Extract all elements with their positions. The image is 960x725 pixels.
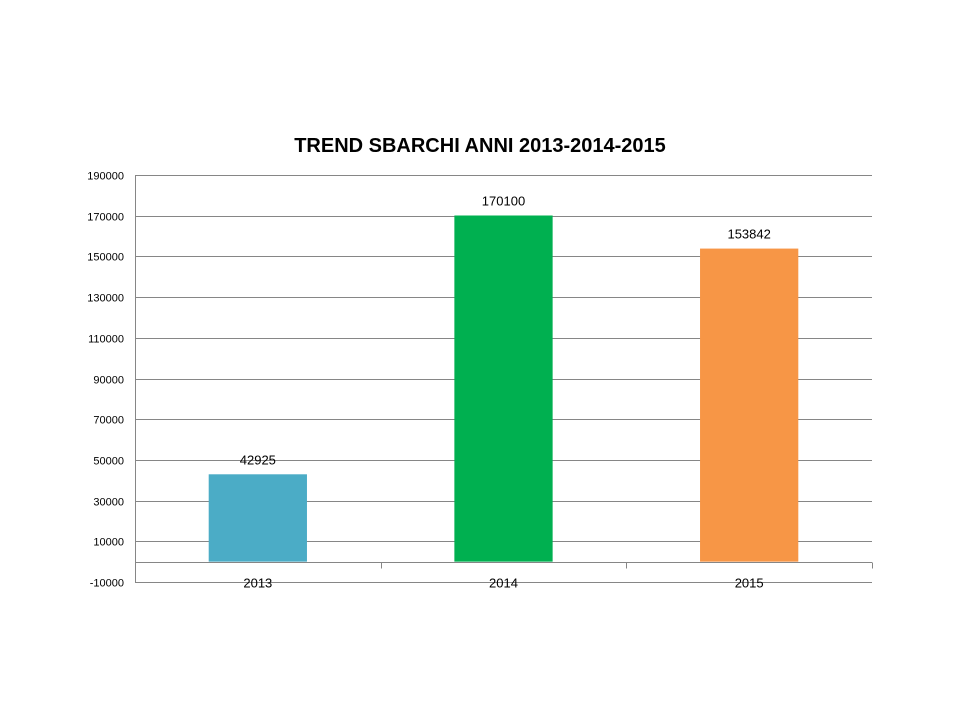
y-tick-label: 30000 [93, 497, 124, 509]
bars [208, 215, 799, 562]
y-tick-label: 50000 [93, 456, 124, 468]
y-tick-label: 190000 [87, 171, 124, 183]
y-tick-label: 130000 [87, 293, 124, 305]
chart-title: TREND SBARCHI ANNI 2013-2014-2015 [294, 135, 666, 157]
y-tick-label: 70000 [93, 415, 124, 427]
data-label-2015: 153842 [727, 227, 770, 242]
data-label-2014: 170100 [482, 193, 525, 208]
y-tick-label: 170000 [87, 212, 124, 224]
data-labels: 42925 170100 153842 [240, 193, 771, 467]
data-label-2013: 42925 [240, 452, 276, 467]
y-tick-label: 10000 [93, 537, 124, 549]
x-category-label: 2014 [489, 576, 518, 591]
y-tick-label: 90000 [93, 375, 124, 387]
x-category-label: 2013 [243, 576, 272, 591]
bar-2014 [454, 215, 553, 562]
x-category-label: 2015 [735, 576, 764, 591]
y-tick-label: 110000 [88, 334, 124, 346]
bar-2013 [208, 474, 307, 562]
y-axis-tick-labels: -10000 10000 30000 50000 70000 90000 110000 130… [87, 171, 124, 590]
x-axis [135, 175, 873, 582]
bar-2015 [700, 248, 799, 562]
x-axis-category-labels: 2013 2014 2015 [243, 576, 763, 591]
y-tick-label: 150000 [87, 252, 124, 264]
y-tick-label: -10000 [90, 578, 124, 590]
